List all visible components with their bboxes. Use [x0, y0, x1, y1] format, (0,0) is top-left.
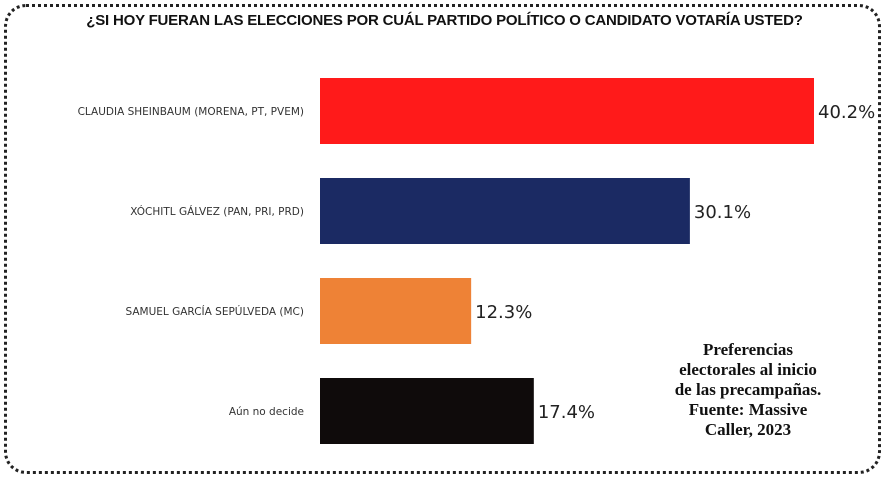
value-label-4: 17.4% — [538, 402, 595, 423]
bar-4 — [320, 378, 534, 444]
category-label-4: Aún no decide — [229, 406, 304, 418]
chart-title: ¿SI HOY FUERAN LAS ELECCIONES POR CUÁL P… — [86, 12, 803, 29]
bar-1 — [320, 78, 814, 144]
note-line-1: Preferencias — [703, 340, 793, 359]
bar-3 — [320, 278, 472, 344]
category-label-2: XÓCHITL GÁLVEZ (PAN, PRI, PRD) — [130, 205, 304, 218]
note-line-2: electorales al inicio — [679, 360, 817, 379]
value-label-1: 40.2% — [818, 102, 875, 123]
category-label-1: CLAUDIA SHEINBAUM (MORENA, PT, PVEM) — [78, 106, 304, 118]
value-label-2: 30.1% — [694, 202, 751, 223]
chart-frame — [4, 4, 881, 474]
bar-2 — [320, 178, 690, 244]
note-line-5: Caller, 2023 — [704, 420, 792, 439]
value-label-3: 12.3% — [475, 302, 532, 323]
source-note: Preferencias electorales al inicio de la… — [628, 340, 868, 440]
note-line-3: de las precampañas. — [674, 380, 822, 399]
category-label-3: SAMUEL GARCÍA SEPÚLVEDA (MC) — [126, 305, 305, 318]
note-line-4: Fuente: Massive — [688, 400, 808, 419]
